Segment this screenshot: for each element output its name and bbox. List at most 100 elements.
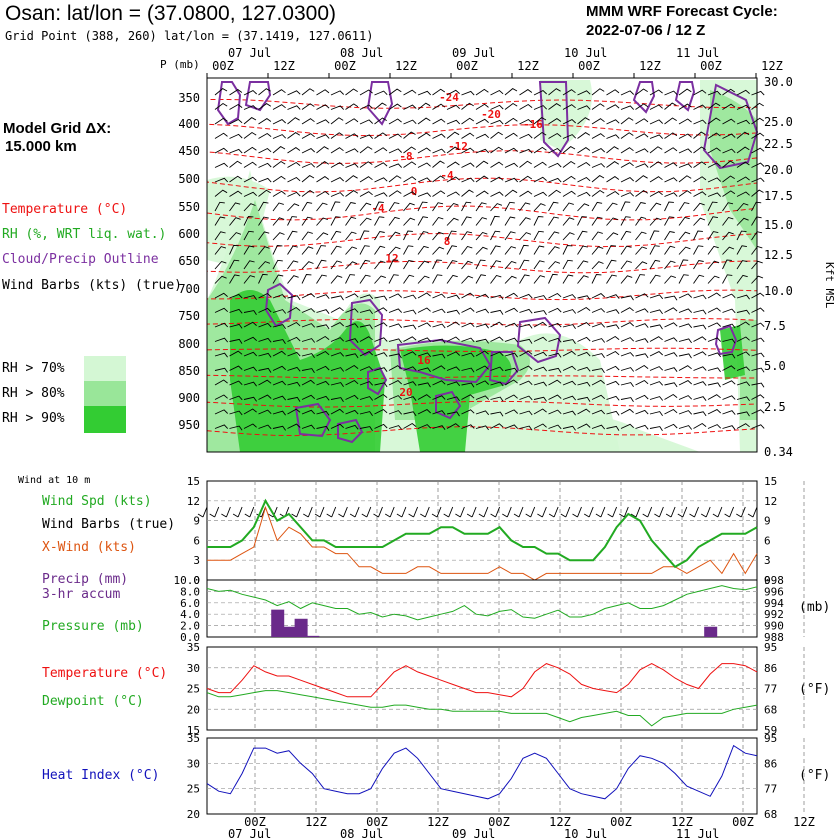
wind-barb bbox=[635, 364, 649, 371]
wind-barb bbox=[345, 190, 359, 197]
wind10m-barb bbox=[619, 506, 629, 518]
wind10m-barb bbox=[525, 506, 536, 518]
wind-barb bbox=[490, 381, 504, 387]
wind-barb bbox=[243, 310, 257, 316]
wind-barb bbox=[519, 89, 533, 96]
heat-index-line bbox=[206, 744, 758, 800]
wind-barb bbox=[649, 161, 663, 168]
wind-barb bbox=[330, 192, 345, 197]
wind-barb bbox=[214, 275, 227, 284]
temperature-label: Temperature (°C) bbox=[42, 666, 168, 681]
wind-barb bbox=[678, 216, 690, 226]
temperature-f-tick-right: 68 bbox=[764, 703, 777, 716]
wind-barb bbox=[722, 380, 736, 386]
forecast-cycle-value: 2022-07-06 / 12 Z bbox=[586, 22, 706, 39]
wind-barb bbox=[446, 396, 460, 402]
wind-barb bbox=[649, 411, 663, 416]
wind-barb bbox=[214, 292, 228, 299]
wind10m-barb bbox=[642, 506, 653, 518]
temperature-contour-label: -24 bbox=[439, 91, 459, 104]
wind-barb bbox=[374, 201, 384, 212]
wind-barb bbox=[678, 353, 692, 359]
wind-barb bbox=[214, 201, 225, 212]
wind-barb bbox=[606, 350, 620, 357]
wind10m-barb bbox=[443, 506, 454, 518]
wind-barb bbox=[417, 394, 431, 400]
wind-barb bbox=[664, 90, 678, 96]
wind-barb bbox=[664, 260, 676, 270]
wind-barb bbox=[562, 160, 576, 168]
cloud-outline bbox=[488, 351, 520, 386]
wind-barb bbox=[504, 275, 517, 284]
wind-barb bbox=[693, 131, 706, 139]
wind-barb bbox=[214, 216, 226, 226]
wind-barb bbox=[649, 245, 660, 255]
wind-barb bbox=[664, 295, 678, 301]
wind-barb bbox=[388, 293, 403, 299]
wind-barb bbox=[330, 147, 344, 154]
wind-barb bbox=[751, 162, 765, 168]
wind-barb bbox=[751, 90, 765, 96]
wind-barb bbox=[664, 230, 675, 241]
wind-barb bbox=[374, 382, 388, 388]
wind-barb bbox=[751, 382, 765, 388]
wind-barb bbox=[664, 117, 677, 125]
wind-barb bbox=[548, 118, 562, 125]
wind-barb bbox=[345, 103, 359, 110]
wind-barb bbox=[359, 146, 373, 154]
cloud-outline bbox=[264, 282, 294, 328]
cloud-outline bbox=[244, 81, 272, 112]
wind-barb bbox=[388, 425, 403, 430]
wind-barb bbox=[707, 382, 721, 388]
wind-barb bbox=[287, 351, 301, 357]
wind-barb bbox=[620, 105, 635, 110]
wind-barb bbox=[504, 424, 519, 429]
wind-barb bbox=[693, 309, 707, 315]
wind-barb bbox=[287, 321, 301, 328]
pressure-tick: 800 bbox=[178, 337, 200, 351]
wind-barb bbox=[446, 202, 459, 212]
top-hour-label: 12Z bbox=[761, 59, 783, 73]
height-tick: 17.5 bbox=[764, 189, 793, 203]
wind-barb bbox=[345, 163, 359, 168]
wind-barb bbox=[577, 105, 591, 110]
heat-index-tick-left: 20 bbox=[187, 808, 200, 821]
temperature-f-tick-right: 86 bbox=[764, 662, 777, 675]
wind-barb bbox=[635, 323, 649, 328]
wind-barb bbox=[446, 104, 461, 110]
wind-barb bbox=[490, 215, 500, 226]
wind-barb bbox=[258, 231, 270, 241]
wind-barb bbox=[403, 230, 413, 241]
precip-bar bbox=[294, 618, 308, 637]
wind-barb bbox=[693, 396, 707, 401]
wind-barb bbox=[548, 201, 559, 212]
wind-barb bbox=[693, 381, 707, 386]
wind-barb bbox=[533, 275, 546, 284]
wind-barb bbox=[722, 308, 736, 314]
wind-barb bbox=[359, 411, 373, 416]
wind-barb bbox=[678, 148, 693, 154]
wind10m-barb bbox=[572, 506, 582, 518]
wind-barb bbox=[258, 118, 272, 125]
wind-barb bbox=[736, 336, 750, 342]
pressure-axis-title: P (mb) bbox=[160, 58, 200, 71]
wind-barb bbox=[548, 394, 562, 400]
wind-barb bbox=[403, 294, 417, 300]
wind-barb bbox=[388, 88, 402, 96]
wind-barb bbox=[330, 408, 344, 415]
wind-barb bbox=[519, 259, 530, 270]
wind-barb bbox=[229, 365, 243, 371]
wind-barb bbox=[475, 323, 489, 329]
wind-barb bbox=[243, 90, 258, 96]
wind-barb bbox=[461, 337, 475, 343]
wind-barb bbox=[432, 118, 446, 125]
wind-barb bbox=[707, 102, 721, 110]
wind-barb bbox=[214, 162, 229, 168]
wind-barb bbox=[620, 260, 632, 270]
wind-barb bbox=[504, 117, 518, 125]
wind-barb bbox=[533, 321, 547, 328]
wind-barb bbox=[722, 425, 736, 430]
wind-barb bbox=[678, 410, 693, 415]
wind-barb bbox=[461, 409, 475, 415]
wind-barb bbox=[330, 245, 342, 255]
